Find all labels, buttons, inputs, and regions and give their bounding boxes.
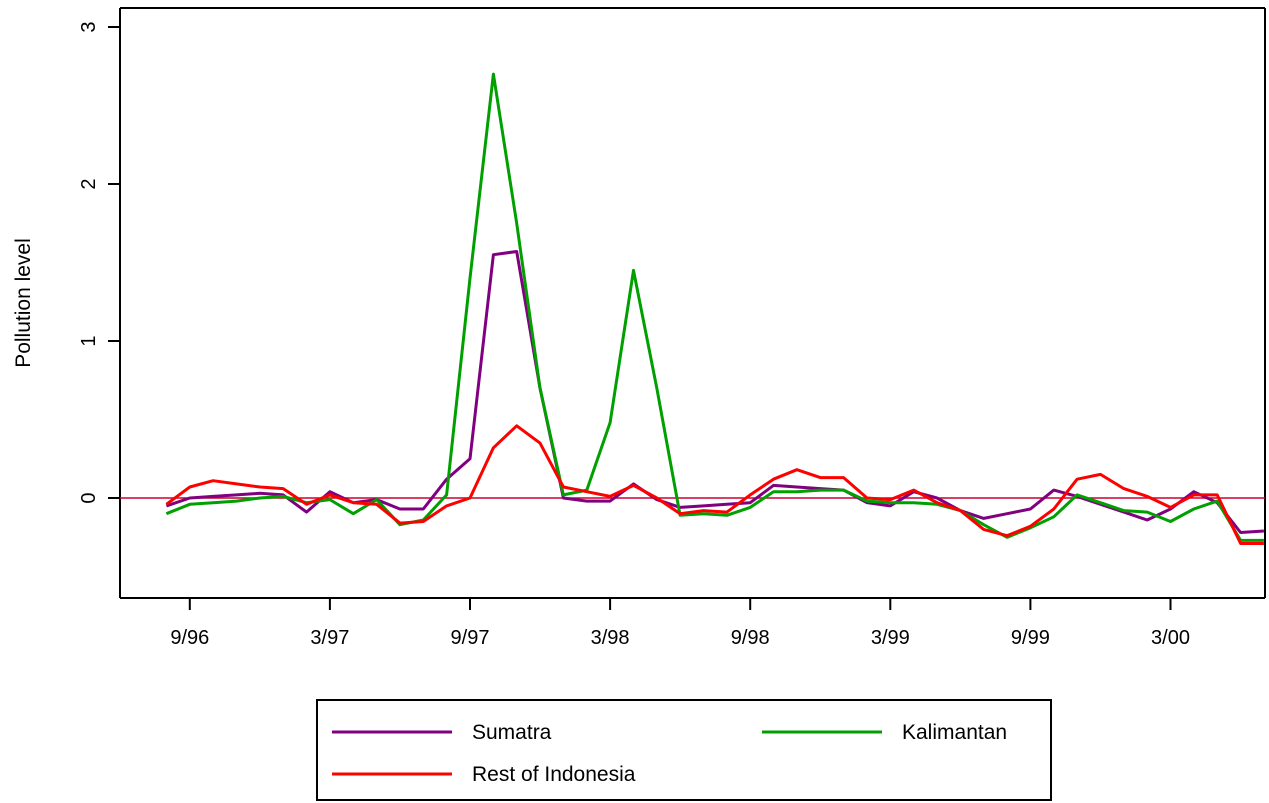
y-tick-label: 0 xyxy=(78,492,100,503)
x-tick-label: 9/96 xyxy=(170,627,209,649)
legend-box xyxy=(316,699,1052,801)
legend-item-sumatra: Sumatra xyxy=(332,721,552,744)
x-tick-label: 3/97 xyxy=(310,627,349,649)
y-tick-label: 1 xyxy=(78,335,100,346)
y-axis-ticks: 0 1 2 3 xyxy=(78,21,120,504)
x-tick-label: 9/97 xyxy=(451,627,490,649)
series-line-sumatra xyxy=(165,250,1264,534)
legend-item-kalimantan: Kalimantan xyxy=(762,721,1007,744)
legend-label-kalimantan: Kalimantan xyxy=(902,721,1007,744)
series-line-rest-of-indonesia xyxy=(165,424,1264,545)
legend-label-sumatra: Sumatra xyxy=(472,721,552,744)
legend-label-rest-of-indonesia: Rest of Indonesia xyxy=(472,763,636,786)
x-tick-label: 9/99 xyxy=(1011,627,1050,649)
x-tick-label: 3/98 xyxy=(591,627,630,649)
series-lines xyxy=(165,72,1264,545)
y-tick-label: 2 xyxy=(78,178,100,189)
x-axis-ticks: 9/96 3/97 9/97 3/98 9/98 3/99 9/99 3/00 xyxy=(170,598,1190,649)
legend-item-rest-of-indonesia: Rest of Indonesia xyxy=(332,763,636,786)
plot-area: 0 1 2 3 9/96 3/97 9/97 3/98 9/98 3/99 9/99 3/00 xyxy=(78,7,1266,649)
y-axis-title: Pollution level xyxy=(12,238,35,368)
series-line-kalimantan xyxy=(165,72,1264,542)
x-tick-label: 9/98 xyxy=(731,627,770,649)
y-tick-label: 3 xyxy=(78,21,100,32)
x-tick-label: 3/99 xyxy=(871,627,910,649)
legend: Sumatra Kalimantan Rest of Indonesia xyxy=(316,699,1052,801)
x-tick-label: 3/00 xyxy=(1151,627,1190,649)
